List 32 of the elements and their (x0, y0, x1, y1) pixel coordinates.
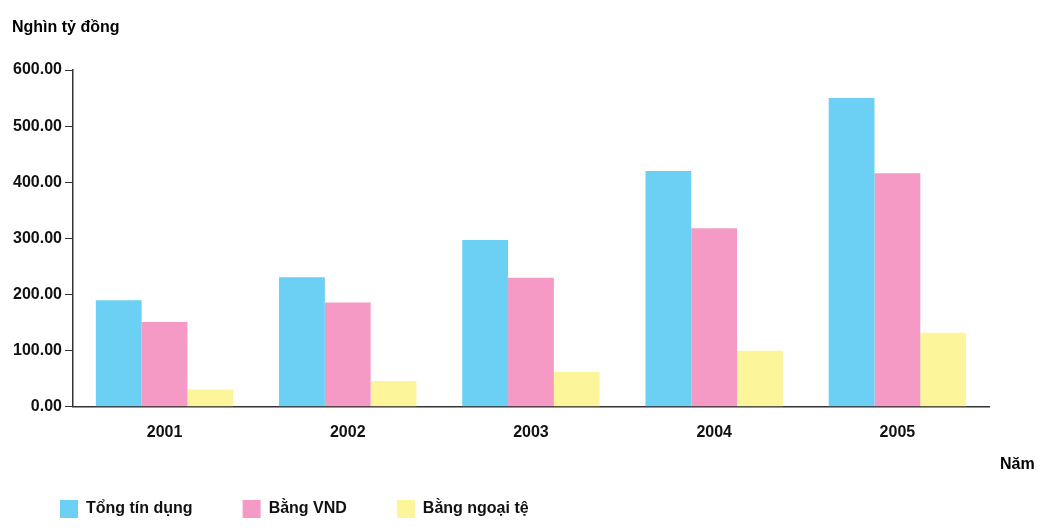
y-tick-label: 600.00 (13, 60, 63, 78)
bar (508, 277, 554, 407)
bar (691, 228, 738, 407)
y-tick-label: 300.00 (13, 228, 63, 246)
y-tick-label: 500.00 (13, 116, 63, 134)
bar (553, 372, 600, 407)
y-axis-title: Nghìn tỷ đồng (12, 18, 120, 36)
x-tick-label: 2004 (696, 422, 733, 440)
bar (187, 389, 234, 407)
y-tick-label: 200.00 (13, 284, 63, 302)
bar (141, 322, 188, 407)
x-tick-label: 2001 (146, 422, 183, 440)
x-tick-label: 2003 (513, 422, 549, 440)
bar (95, 300, 142, 407)
x-axis-title: Năm (1000, 455, 1035, 473)
legend-label: Tổng tín dụng (86, 499, 193, 517)
bar (370, 380, 417, 407)
bar (874, 173, 921, 407)
y-tick-label: 400.00 (13, 172, 63, 190)
bar (645, 171, 692, 407)
y-tick-label: 0.00 (30, 397, 63, 415)
bar (920, 332, 967, 407)
bar (462, 240, 509, 407)
bar (737, 350, 783, 407)
x-tick-label: 2002 (329, 422, 366, 440)
bar (828, 98, 875, 407)
bar (279, 277, 325, 407)
y-tick-label: 100.00 (13, 341, 63, 359)
bar (324, 302, 371, 407)
legend-label: Bằng VND (268, 498, 347, 517)
x-tick-label: 2005 (879, 422, 916, 440)
legend-label: Bằng ngoại tệ (422, 498, 529, 517)
